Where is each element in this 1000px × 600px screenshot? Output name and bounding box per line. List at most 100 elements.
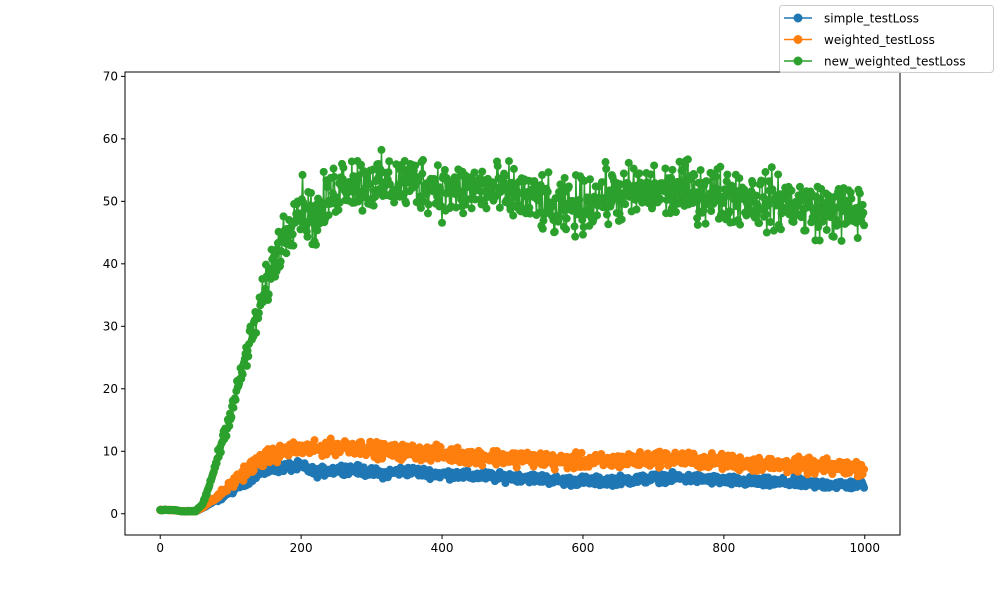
- data-point: [797, 213, 806, 222]
- data-point: [624, 158, 633, 167]
- data-point: [550, 465, 559, 474]
- data-point: [829, 232, 838, 241]
- y-tick-label: 60: [103, 132, 118, 146]
- data-point: [820, 213, 829, 222]
- series-layer: [156, 145, 869, 516]
- data-point: [693, 220, 702, 229]
- data-point: [752, 209, 761, 218]
- data-point: [574, 202, 583, 211]
- legend-marker: [793, 13, 803, 23]
- data-point: [690, 171, 699, 180]
- data-point: [736, 453, 745, 462]
- data-point: [358, 206, 367, 215]
- data-point: [289, 241, 298, 250]
- data-point: [476, 187, 485, 196]
- data-point: [709, 199, 718, 208]
- data-point: [815, 236, 824, 245]
- data-point: [860, 221, 869, 230]
- data-point: [716, 162, 725, 171]
- data-point: [752, 191, 761, 200]
- data-point: [504, 189, 513, 198]
- data-point: [732, 202, 741, 211]
- data-point: [748, 179, 757, 188]
- data-point: [544, 168, 553, 177]
- data-point: [683, 155, 692, 164]
- data-point: [555, 213, 564, 222]
- data-point: [769, 226, 778, 235]
- data-point: [459, 209, 468, 218]
- data-point: [319, 167, 328, 176]
- x-tick-label: 0: [156, 541, 164, 555]
- data-point: [509, 164, 518, 173]
- data-point: [621, 200, 630, 209]
- legend: simple_testLoss weighted_testLoss new_weig…: [779, 5, 994, 73]
- data-point: [495, 203, 504, 212]
- data-point: [564, 182, 573, 191]
- data-point: [504, 157, 513, 166]
- data-point: [601, 158, 610, 167]
- data-point: [402, 199, 411, 208]
- data-point: [560, 173, 569, 182]
- data-point: [440, 166, 449, 175]
- data-point: [390, 198, 399, 207]
- data-point: [735, 174, 744, 183]
- data-point: [650, 161, 659, 170]
- plot-frame: [124, 71, 901, 536]
- data-point: [279, 212, 288, 221]
- data-point: [858, 200, 867, 209]
- data-point: [529, 462, 538, 471]
- data-point: [740, 185, 749, 194]
- data-point: [693, 214, 702, 223]
- data-point: [557, 193, 566, 202]
- data-point: [793, 202, 802, 211]
- data-point: [276, 257, 285, 266]
- data-point: [543, 187, 552, 196]
- data-point: [467, 204, 476, 213]
- legend-label: simple_testLoss: [824, 12, 919, 26]
- data-point: [755, 219, 764, 228]
- y-tick-label: 40: [103, 257, 118, 271]
- data-point: [252, 328, 261, 337]
- data-point: [371, 192, 380, 201]
- data-point: [478, 167, 487, 176]
- data-point: [652, 188, 661, 197]
- data-point: [597, 178, 606, 187]
- data-point: [222, 431, 231, 440]
- data-point: [254, 309, 263, 317]
- data-point: [424, 200, 433, 209]
- data-point: [612, 194, 621, 203]
- data-point: [357, 440, 366, 449]
- data-point: [231, 395, 240, 404]
- data-point: [764, 177, 773, 186]
- data-point: [847, 194, 856, 203]
- data-point: [244, 352, 253, 361]
- data-point: [538, 171, 547, 180]
- data-point: [470, 168, 479, 177]
- x-tick-label: 600: [572, 541, 595, 555]
- data-point: [646, 170, 655, 179]
- data-point: [723, 170, 732, 179]
- data-point: [616, 180, 625, 189]
- legend-label: new_weighted_testLoss: [824, 55, 966, 69]
- data-point: [299, 198, 308, 207]
- data-point: [311, 240, 320, 249]
- data-point: [351, 182, 360, 191]
- data-point: [629, 164, 638, 173]
- data-point: [604, 220, 613, 229]
- x-tick-label: 800: [712, 541, 735, 555]
- data-point: [227, 413, 236, 422]
- data-point: [787, 186, 796, 195]
- data-point: [548, 201, 557, 210]
- data-point: [764, 201, 773, 210]
- data-point: [419, 156, 428, 165]
- data-point: [526, 209, 535, 218]
- data-point: [776, 199, 785, 208]
- data-point: [377, 145, 386, 154]
- data-point: [656, 195, 665, 204]
- y-tick-label: 70: [103, 69, 118, 83]
- x-tick-label: 400: [431, 541, 454, 555]
- legend-item: new_weighted_testLoss: [784, 55, 966, 69]
- data-point: [369, 201, 378, 210]
- data-point: [249, 466, 258, 475]
- data-point: [757, 177, 766, 186]
